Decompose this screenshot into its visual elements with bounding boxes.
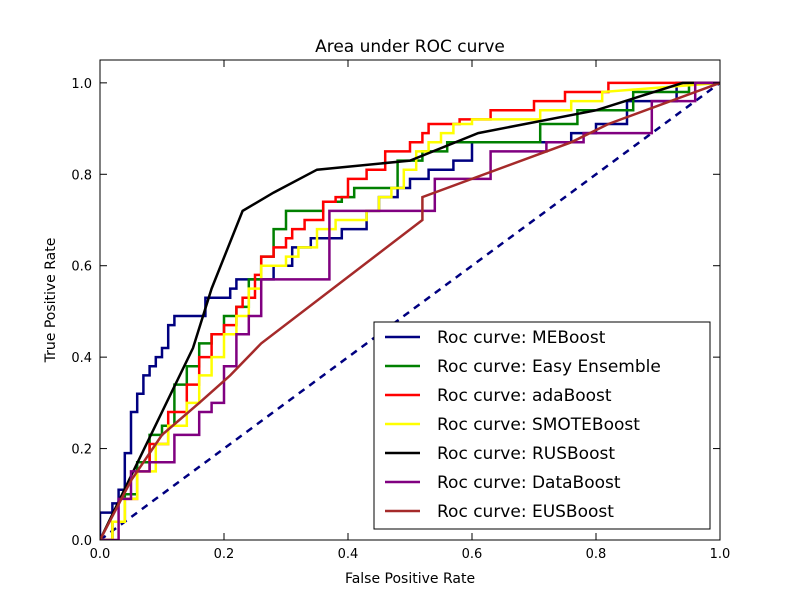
x-tick-label: 1.0 [710,547,731,562]
x-tick-label: 0.2 [214,547,235,562]
series-line-rusboost [100,81,720,540]
plot-frame [99,59,721,541]
diagonal-reference-line [100,81,720,540]
x-tick-label: 0.6 [462,547,483,562]
y-tick-label: 0.0 [71,534,92,549]
series-line-eusboost [100,81,720,540]
legend-entry-label: Roc curve: EUSBoost [437,502,614,522]
axis-ticks: 0.0 0.2 0.4 0.6 0.8 1.0 0.0 0.2 0.4 0.6 0.8 1.0 [71,60,730,562]
legend: Roc curve: MEBoost Roc curve: Easy Ensemb… [373,321,711,530]
legend-entry-label: Roc curve: adaBoost [437,386,612,406]
series-line-smoteboost [100,81,720,540]
x-axis-label: False Positive Rate [345,571,475,587]
y-tick-label: 0.8 [71,168,92,183]
plot-area [100,81,720,540]
legend-entry-label: Roc curve: MEBoost [437,328,606,348]
legend-entry-label: Roc curve: DataBoost [437,473,621,493]
x-tick-label: 0.0 [90,547,111,562]
y-tick-label: 0.2 [71,443,92,458]
y-tick-label: 0.4 [71,351,92,366]
y-axis-label: True Positive Rate [43,238,59,364]
y-tick-label: 0.6 [71,260,92,275]
chart-title: Area under ROC curve [315,37,505,57]
legend-entry-label: Roc curve: RUSBoost [437,444,615,464]
legend-entry-label: Roc curve: SMOTEBoost [437,415,640,435]
legend-box [373,321,711,530]
legend-entry-label: Roc curve: Easy Ensemble [437,357,661,377]
series-line-adaboost [100,81,720,540]
x-tick-label: 0.8 [586,547,607,562]
y-tick-label: 1.0 [71,77,92,92]
x-tick-label: 0.4 [338,547,359,562]
